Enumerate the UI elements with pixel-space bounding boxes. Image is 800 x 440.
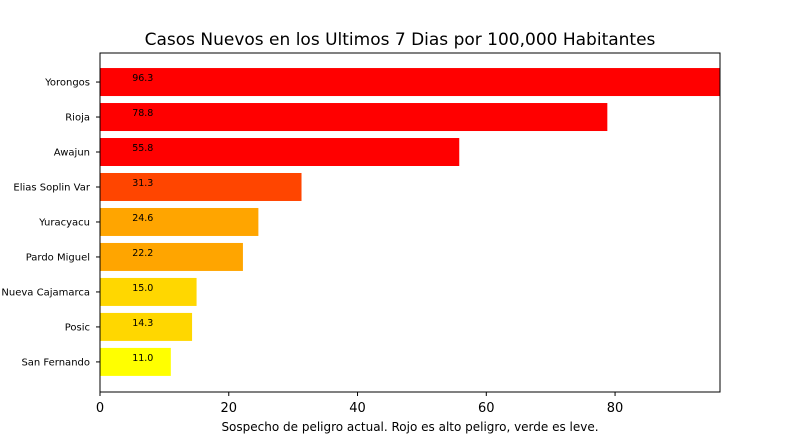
x-tick-label: 20 [220, 401, 237, 416]
x-tick-label: 0 [96, 401, 104, 416]
bar-value-label: 11.0 [132, 353, 153, 364]
bar [100, 138, 460, 166]
y-tick-label: Pardo Miguel [26, 252, 90, 263]
bar [100, 312, 193, 341]
y-tick-label: San Fernando [21, 357, 90, 368]
x-tick-label: 60 [478, 401, 495, 416]
bar-value-label: 78.8 [132, 108, 153, 119]
x-tick-label: 80 [607, 401, 624, 416]
y-tick-label: Posic [65, 322, 90, 333]
x-axis-label: Sospecho de peligro actual. Rojo es alto… [221, 420, 598, 434]
y-tick-label: Yorongos [44, 78, 90, 89]
bar-value-label: 14.3 [132, 318, 153, 329]
bar [100, 207, 259, 236]
bar-value-label: 31.3 [132, 178, 153, 189]
y-tick-label: Awajun [54, 148, 90, 159]
bar [100, 347, 171, 376]
plot-frame [99, 52, 721, 393]
chart-title: Casos Nuevos en los Ultimos 7 Dias por 1… [145, 30, 656, 50]
bar-value-label: 96.3 [132, 73, 153, 84]
y-tick-label: Yuracyacu [38, 217, 90, 228]
x-tick-label: 40 [349, 401, 366, 416]
y-tick-label: Rioja [65, 113, 90, 124]
bar [100, 68, 720, 97]
bar [100, 277, 197, 306]
y-tick-label: Nueva Cajamarca [1, 287, 90, 298]
bar-value-label: 24.6 [132, 213, 153, 224]
bar [100, 172, 302, 201]
bar-value-label: 55.8 [132, 143, 153, 154]
y-tick-label: Elias Soplin Var [13, 182, 90, 193]
bar-value-label: 15.0 [132, 283, 153, 294]
bar [100, 242, 243, 271]
bar [100, 103, 608, 132]
bar-value-label: 22.2 [132, 248, 153, 259]
